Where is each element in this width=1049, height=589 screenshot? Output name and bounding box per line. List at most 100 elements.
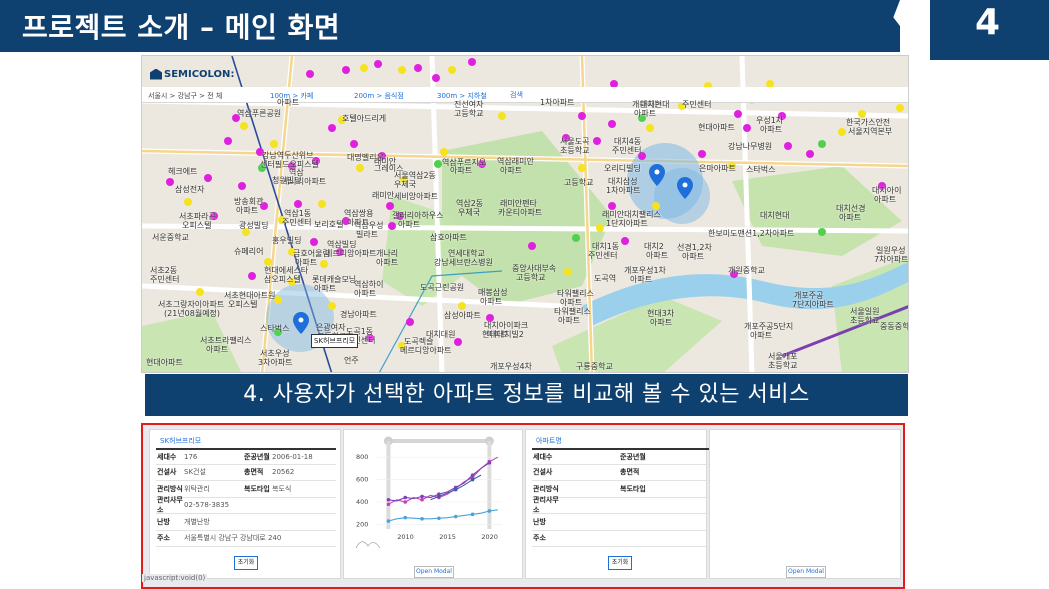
info-key: 총면적 — [244, 468, 264, 477]
map-place-label: 오피스텔 — [228, 300, 258, 309]
open-modal-button[interactable]: Open Modal — [786, 566, 826, 578]
y-tick-label: 400 — [356, 498, 368, 506]
map-place-label: 갤러리아하우스 — [392, 211, 444, 220]
selected-apartment-label[interactable]: SK허브프리모 — [311, 334, 359, 348]
map-place-label: 아파트 — [347, 218, 370, 227]
map-place-label: 아파트 — [630, 275, 653, 284]
data-point — [420, 517, 424, 521]
region-filter[interactable]: 서울시 > 강남구 > 전 체 — [148, 92, 223, 100]
map-place-label: 청원빌딩 — [272, 176, 302, 185]
map-place-label: 개원하는 — [632, 100, 662, 109]
map-place-label: 대치선경 — [836, 204, 866, 213]
map-place-label: 아파트 — [354, 289, 377, 298]
search-button[interactable]: 검색 — [510, 91, 523, 99]
info-row: 관리방식 위탁관리 복도타입 복도식 — [156, 481, 336, 498]
map-background — [142, 56, 908, 372]
info-key: 복도타입 — [620, 484, 646, 493]
range-slider-track — [388, 439, 490, 443]
restaurant-filter[interactable]: 200m > 음식점 — [354, 92, 404, 100]
map-place-label: 헤크에트 — [168, 167, 198, 176]
apartment-name-placeholder: 아파트명 — [536, 437, 562, 445]
map-place-label: 한국가스안전 — [846, 118, 891, 127]
map-place-label: 현대아파트 — [698, 123, 735, 132]
map-place-label: 초등학교 — [768, 361, 798, 370]
map-place-label: 우체국 — [458, 208, 481, 217]
map-place-label: 현대아파트 — [146, 358, 183, 367]
map-view[interactable]: SEMICOLON: 서울시 > 강남구 > 전 체 100m > 카페 200… — [141, 55, 909, 373]
map-place-label: 래미안펜타 — [500, 199, 537, 208]
map-place-label: 세비앙아파트 — [394, 192, 439, 201]
info-key: 관리방식 — [533, 484, 559, 493]
map-place-label: 스타벅스 — [260, 324, 290, 333]
price-chart-panel: 200 400 600 800 2010 2015 2020 Open Modal — [343, 429, 523, 579]
map-place-label: 래미안대치팰리스 — [602, 210, 661, 219]
info-key: 복도타입 — [244, 484, 270, 493]
info-value: 20562 — [272, 468, 295, 477]
map-place-label: 센터필드오피스텔 — [260, 160, 319, 169]
map-place-label: 홍우빌딩 — [272, 236, 302, 245]
map-place-label: 은광여자 — [316, 323, 346, 332]
map-place-label: 개포주공5단지 — [744, 322, 794, 331]
apartment-info-panel-1: SK허브프리모 세대수 176 준공년월 2006-01-18 건설사 SK건설 총면적 20… — [149, 429, 341, 579]
map-place-label: 도곡근린공원 — [420, 283, 465, 292]
title-bar — [0, 0, 900, 52]
info-row: 주소 — [532, 531, 712, 547]
info-row: 난방 — [532, 514, 712, 531]
info-value: SK건설 — [184, 468, 206, 477]
map-place-label: 아파트 — [450, 166, 473, 175]
map-place-label: 아파트 — [376, 258, 399, 267]
map-place-label: 서초2동 — [150, 266, 178, 275]
map-place-label: 주민센터 — [612, 146, 642, 155]
map-place-label: 대치2 — [644, 242, 664, 251]
info-key: 관리방식 — [157, 484, 183, 493]
data-point — [453, 487, 458, 492]
map-place-label: 현대에세스타 — [264, 266, 309, 275]
cafe-filter[interactable]: 100m > 카페 — [270, 92, 314, 100]
map-place-label: 아파트 — [682, 252, 705, 261]
map-place-label: 개원중학교 — [728, 266, 765, 275]
map-place-label: 주민센터 — [682, 100, 712, 109]
info-key: 난방 — [533, 517, 546, 526]
info-table: 세대수 176 준공년월 2006-01-18 건설사 SK건설 총면적 20562 관리방식 위… — [156, 448, 336, 547]
map-place-label: 역삼래미안 — [497, 157, 534, 166]
map-place-label: 삼성전자 — [175, 185, 205, 194]
map-place-label: 대치4동 — [614, 137, 642, 146]
map-place-label: 개나리아파트 — [282, 177, 327, 186]
info-key: 관리사무소 — [157, 496, 183, 515]
map-place-label: 삼호아파트 — [430, 233, 467, 242]
data-point — [403, 495, 408, 500]
map-place-label: 역삼우성 — [354, 221, 384, 230]
map-place-label: 아파트 — [839, 213, 862, 222]
map-place-label: 1차아파트 — [540, 98, 575, 107]
map-place-label: 아파트 — [398, 220, 421, 229]
data-point — [386, 519, 391, 523]
map-place-label: 역삼2동 — [456, 199, 484, 208]
map-place-label: 역삼 — [289, 168, 304, 177]
info-value: 서울특별시 강남구 강남대로 240 — [184, 534, 282, 543]
subway-filter[interactable]: 300m > 지하철 — [437, 92, 487, 100]
map-place-label: 진선여자 — [454, 100, 484, 109]
data-point — [437, 516, 441, 521]
title-banner: 프로젝트 소개 – 메인 화면 4 — [0, 0, 1049, 60]
map-place-label: 역삼쌍용 — [344, 209, 374, 218]
map-place-label: 서울도곡 — [560, 137, 590, 146]
map-place-label: 아파트 — [486, 330, 509, 339]
map-place-label: 카운티아파트 — [498, 208, 543, 217]
open-modal-button[interactable]: Open Modal — [414, 566, 454, 578]
map-place-label: 대치1동 — [592, 242, 620, 251]
map-place-label: 역삼1동 — [284, 209, 312, 218]
apartment-info-panel-2: 아파트명 세대수 준공년월 건설사 총면적 관리방식 복도타입 관리사무소 난방 주소 초기화 — [525, 429, 712, 579]
info-key: 주소 — [157, 534, 170, 543]
map-place-label: 역삼푸른공원 — [237, 109, 282, 118]
reset-button[interactable]: 초기화 — [608, 556, 632, 570]
map-place-label: 중동중학교 — [880, 322, 909, 331]
map-place-label: 아파트 — [650, 318, 673, 327]
map-place-label: 서울지역본부 — [848, 127, 893, 136]
map-place-label: 강남나무병원 — [728, 142, 773, 151]
map-place-label: 대치삼성 — [608, 177, 638, 186]
reset-button[interactable]: 초기화 — [234, 556, 258, 570]
map-place-label: 오피스텔 — [182, 221, 212, 230]
data-point — [470, 473, 475, 477]
info-value: 02-578-3835 — [184, 501, 230, 510]
map-place-label: 호텔아드리게 — [342, 114, 387, 123]
